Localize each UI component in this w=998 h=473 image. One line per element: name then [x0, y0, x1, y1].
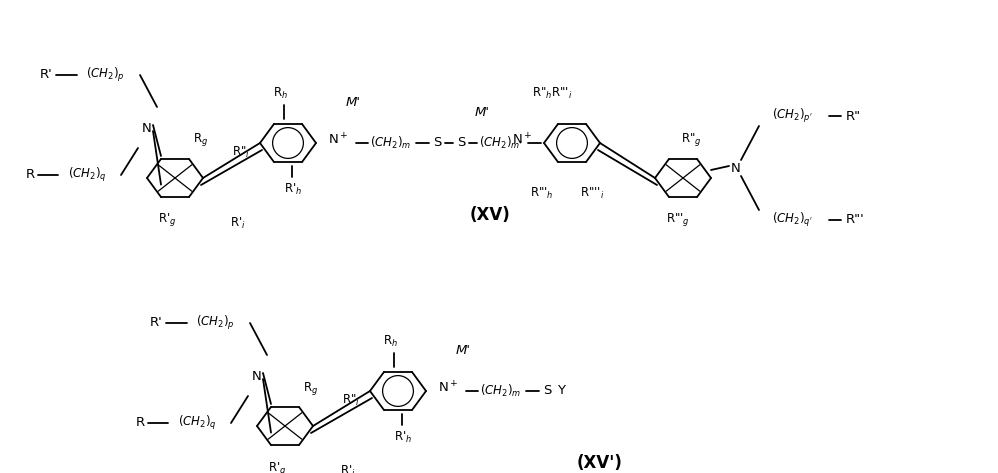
Text: R"'$_g$: R"'$_g$: [666, 211, 690, 228]
Text: R'$_i$: R'$_i$: [340, 464, 356, 473]
Text: $(CH_2)_p$: $(CH_2)_p$: [196, 314, 235, 332]
Text: R': R': [150, 316, 163, 330]
Text: S: S: [457, 137, 465, 149]
Text: M': M': [345, 96, 360, 110]
Text: R'$_h$: R'$_h$: [394, 429, 412, 445]
Text: R"': R"': [845, 213, 864, 227]
Text: $(CH_2)_{m'}$: $(CH_2)_{m'}$: [479, 135, 523, 151]
Text: R"$_i$: R"$_i$: [232, 144, 250, 159]
Text: $(CH_2)_q$: $(CH_2)_q$: [178, 414, 217, 432]
Text: R$_g$: R$_g$: [193, 131, 209, 149]
Text: M': M': [455, 344, 470, 358]
Text: R"$_g$: R"$_g$: [681, 131, 702, 149]
Text: N$^+$: N$^+$: [438, 380, 458, 395]
Text: (XV'): (XV'): [577, 454, 623, 472]
Text: R: R: [136, 417, 145, 429]
Text: N$^+$: N$^+$: [512, 132, 532, 148]
Text: R: R: [26, 168, 35, 182]
Text: R$_g$: R$_g$: [303, 379, 318, 396]
Text: R"''$_i$: R"''$_i$: [580, 185, 604, 201]
Text: $(CH_2)_p$: $(CH_2)_p$: [86, 66, 125, 84]
Text: $(CH_2)_{p'}$: $(CH_2)_{p'}$: [772, 107, 813, 125]
Text: R'$_i$: R'$_i$: [231, 215, 246, 230]
Text: S: S: [543, 385, 551, 397]
Text: R"$_h$R"'$_i$: R"$_h$R"'$_i$: [532, 86, 572, 101]
Text: Y: Y: [557, 385, 565, 397]
Text: $(CH_2)_{q'}$: $(CH_2)_{q'}$: [772, 211, 813, 229]
Text: R': R': [40, 69, 53, 81]
Text: N: N: [142, 122, 152, 134]
Text: S: S: [433, 137, 441, 149]
Text: (XV): (XV): [470, 206, 510, 224]
Text: R'$_g$: R'$_g$: [158, 211, 177, 228]
Text: R$_h$: R$_h$: [272, 86, 287, 101]
Text: M': M': [474, 106, 489, 120]
Text: R'$_h$: R'$_h$: [283, 182, 302, 197]
Text: R": R": [845, 110, 860, 123]
Text: $(CH_2)_m$: $(CH_2)_m$: [480, 383, 522, 399]
Text: R$_h$: R$_h$: [382, 333, 397, 349]
Text: $(CH_2)_q$: $(CH_2)_q$: [68, 166, 107, 184]
Text: R'$_g$: R'$_g$: [267, 459, 286, 473]
Text: R"$_i$: R"$_i$: [342, 393, 360, 408]
Text: R"'$_h$: R"'$_h$: [530, 185, 554, 201]
Text: $(CH_2)_m$: $(CH_2)_m$: [370, 135, 412, 151]
Text: N$^+$: N$^+$: [327, 132, 348, 148]
Text: N: N: [252, 369, 261, 383]
Text: N: N: [732, 161, 741, 175]
